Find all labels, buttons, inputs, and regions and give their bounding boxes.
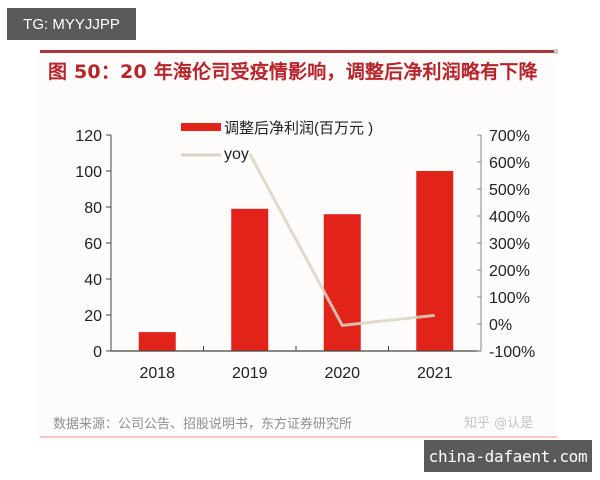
right-axis-tick-label: 0% — [489, 317, 512, 334]
left-axis-tick-label: 20 — [84, 308, 102, 325]
bar-2018 — [138, 332, 176, 351]
x-axis-tick-label: 2021 — [417, 365, 453, 382]
figure-title: 图 50：20 年海伦司受疫情影响，调整后净利润略有下降 — [48, 61, 538, 83]
top-divider — [40, 50, 557, 53]
left-axis-tick-label: 100 — [75, 164, 102, 181]
right-axis-tick-label: -100% — [489, 344, 535, 361]
legend-label-bar: 调整后净利润(百万元 ) — [224, 120, 373, 137]
left-axis-tick-label: 120 — [75, 128, 102, 145]
watermark-badge-top-left: TG: MYYJJPP — [7, 8, 136, 40]
data-source-note: 数据来源：公司公告、招股说明书，东方证券研究所 — [53, 417, 353, 432]
bottom-divider — [40, 436, 557, 438]
top-divider-cap — [554, 49, 558, 54]
right-axis-tick-label: 700% — [489, 128, 530, 145]
legend: 调整后净利润(百万元 ) yoy — [181, 120, 373, 163]
x-axis-tick-label: 2020 — [324, 365, 360, 382]
right-axis-tick-label: 600% — [489, 155, 530, 172]
left-axis-tick-label: 0 — [93, 344, 102, 361]
right-axis-tick-label: 100% — [489, 290, 530, 307]
right-axis-tick-label: 400% — [489, 209, 530, 226]
line-series-yoy — [248, 153, 435, 327]
watermark-badge-bottom-right: china-dafaent.com — [424, 440, 592, 472]
bar-2021 — [416, 171, 454, 351]
right-axis-tick-label: 200% — [489, 263, 530, 280]
x-axis-tick-label: 2018 — [139, 365, 175, 382]
bar-series — [138, 171, 454, 351]
legend-label-yoy: yoy — [224, 146, 249, 163]
right-axis-tick-label: 500% — [489, 182, 530, 199]
left-axis-tick-label: 40 — [84, 272, 102, 289]
right-axis-tick-label: 300% — [489, 236, 530, 253]
left-axis-tick-label: 60 — [84, 236, 102, 253]
axes: 0 20 40 60 80 100 120 2018 2019 2020 2021 -100% 0% 10… — [75, 128, 535, 382]
watermark: 知乎 @认是 — [464, 416, 534, 431]
x-axis-tick-label: 2019 — [232, 365, 268, 382]
bar-2019 — [231, 208, 269, 351]
left-axis-tick-label: 80 — [84, 200, 102, 217]
bar-2020 — [323, 214, 361, 351]
